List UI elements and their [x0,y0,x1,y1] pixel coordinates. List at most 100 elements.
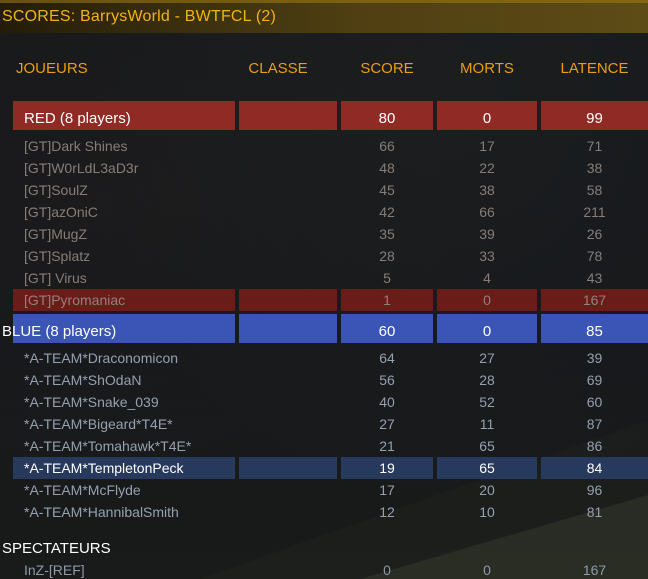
player-row: [GT]MugZ 35 39 26 [0,223,648,245]
latence-cell: 81 [586,504,603,520]
score-cell: 21 [379,438,395,454]
morts-cell: 22 [479,160,495,176]
latence-cell: 84 [541,457,648,479]
classe-cell [239,457,337,479]
player-name-cell: [GT] Virus [24,270,87,286]
classe-cell [239,289,337,311]
latence-cell: 69 [586,372,603,388]
classe-cell [239,501,337,523]
score-cell: 0 [383,562,391,578]
player-name-cell: SPECTATEURS [2,539,111,557]
player-row: [GT]azOniC 42 66 211 [0,201,648,223]
team-banner-row: RED (8 players) 80 0 99 [0,101,648,130]
player-row: *A-TEAM*Draconomicon 64 27 39 [0,347,648,369]
morts-cell: 11 [479,416,495,432]
column-headers: JOUEURS CLASSE SCORE MORTS LATENCE [0,57,648,79]
morts-cell: 20 [479,482,495,498]
classe-cell [239,347,337,369]
latence-cell: 78 [586,248,603,264]
score-cell: 42 [379,204,395,220]
latence-cell: 71 [586,138,603,154]
morts-cell: 10 [479,504,495,520]
player-name-cell: *A-TEAM*McFlyde [24,482,141,498]
column-header-classe: CLASSE [248,59,308,77]
player-name-cell: [GT]Splatz [24,248,91,264]
latence-cell: 43 [586,270,603,286]
latence-cell: 85 [541,314,648,343]
player-name-cell: [GT]W0rLdL3aD3r [24,160,139,176]
score-cell: 28 [379,248,395,264]
classe-cell [239,413,337,435]
classe-cell [239,135,337,157]
player-name-cell: *A-TEAM*Tomahawk*T4E* [24,438,192,454]
player-name-cell: *A-TEAM*ShOdaN [24,372,142,388]
morts-cell: 38 [479,182,495,198]
player-name-cell: *A-TEAM*Draconomicon [24,350,179,366]
classe-cell [239,157,337,179]
player-row: *A-TEAM*Snake_039 40 52 60 [0,391,648,413]
morts-cell: 39 [479,226,495,242]
player-name-cell: [GT]Pyromaniac [13,289,235,311]
title-bar: SCORES: BarrysWorld - BWTFCL (2) [0,0,648,33]
classe-cell [239,559,337,579]
classe-cell [239,267,337,289]
classe-cell [239,245,337,267]
latence-cell: 96 [586,482,603,498]
latence-cell: 167 [582,562,607,578]
morts-cell: 0 [437,289,537,311]
score-cell: 17 [379,482,395,498]
latence-cell: 211 [583,204,606,220]
score-cell: 12 [379,504,395,520]
player-name-cell: RED (8 players) [13,101,235,130]
score-cell: 27 [379,416,395,432]
morts-cell: 0 [483,562,491,578]
morts-cell: 65 [479,438,495,454]
classe-cell [239,201,337,223]
score-cell: 19 [341,457,433,479]
player-row: *A-TEAM*ShOdaN 56 28 69 [0,369,648,391]
morts-cell: 33 [479,248,495,264]
morts-cell: 4 [483,270,491,286]
latence-cell: 87 [586,416,603,432]
page-title: SCORES: BarrysWorld - BWTFCL (2) [2,8,276,25]
player-row: [GT]SoulZ 45 38 58 [0,179,648,201]
score-cell: 1 [341,289,433,311]
score-cell: 66 [379,138,395,154]
player-name-cell: [GT]Dark Shines [24,138,128,154]
classe-cell [239,435,337,457]
latence-cell: 86 [586,438,603,454]
classe-cell [239,369,337,391]
classe-cell [239,537,337,559]
classe-cell [239,391,337,413]
latence-cell: 167 [541,289,648,311]
score-cell: 64 [379,350,395,366]
morts-cell: 65 [437,457,537,479]
score-cell: 35 [379,226,395,242]
player-row: *A-TEAM*McFlyde 17 20 96 [0,479,648,501]
classe-cell [239,223,337,245]
morts-cell: 52 [479,394,495,410]
player-name-cell: BLUE (8 players) [2,314,235,343]
player-row: InZ-[REF] 0 0 167 [0,559,648,579]
player-row: *A-TEAM*HannibalSmith 12 10 81 [0,501,648,523]
score-cell: 56 [379,372,395,388]
morts-cell: 0 [437,101,537,130]
latence-cell: 99 [541,101,648,130]
player-name-cell: *A-TEAM*Bigeard*T4E* [24,416,173,432]
score-cell: 5 [383,270,391,286]
player-name-cell: *A-TEAM*HannibalSmith [24,504,179,520]
spectators-header-row: SPECTATEURS [0,537,648,559]
latence-cell: 60 [586,394,603,410]
column-header-score: SCORE [360,59,414,77]
morts-cell [437,537,537,559]
player-name-cell: InZ-[REF] [24,562,85,578]
player-row: [GT]Pyromaniac 1 0 167 [0,289,648,311]
morts-cell: 17 [479,138,495,154]
player-row: [GT]Dark Shines 66 17 71 [0,135,648,157]
player-name-cell: *A-TEAM*Snake_039 [24,394,159,410]
morts-cell: 28 [479,372,495,388]
score-cell: 40 [379,394,395,410]
score-cell: 48 [379,160,395,176]
classe-cell [239,314,337,343]
column-header-latence: LATENCE [560,59,629,77]
